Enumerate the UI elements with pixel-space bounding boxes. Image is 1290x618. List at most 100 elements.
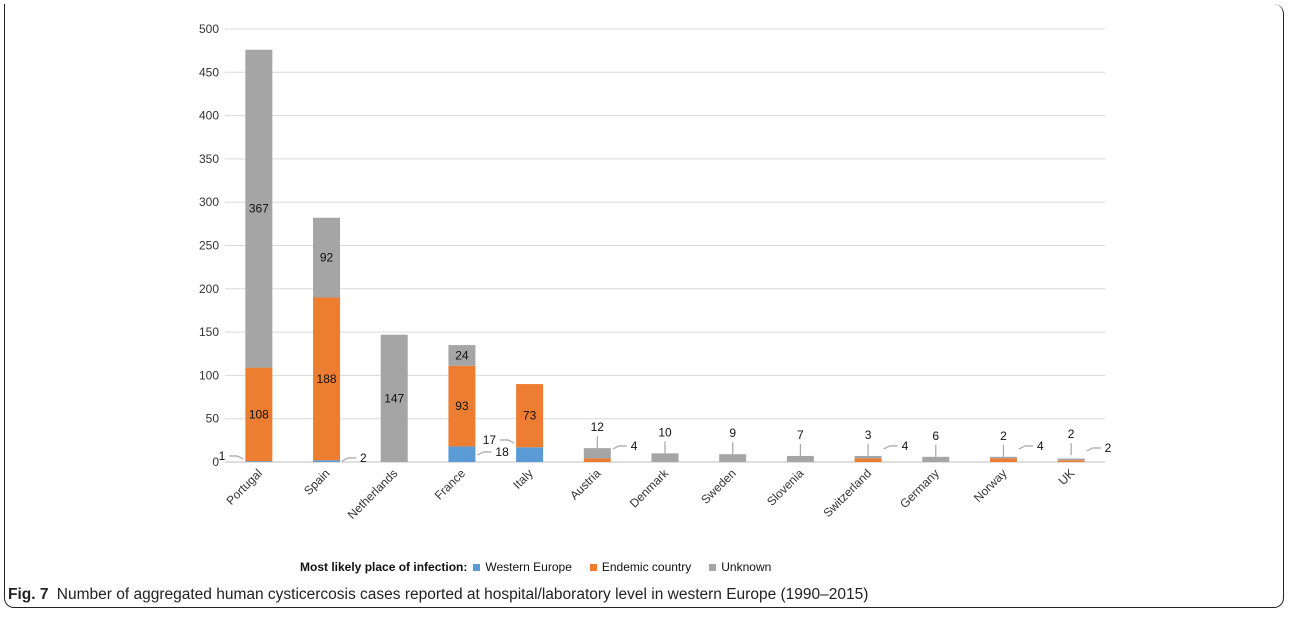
data-label: 2: [1105, 441, 1112, 455]
bar-segment: [1057, 458, 1085, 461]
leader-line: [883, 445, 898, 450]
data-label: 92: [320, 251, 334, 265]
data-label: 3: [865, 428, 872, 442]
y-tick-label: 250: [199, 239, 219, 253]
leader-line: [612, 445, 627, 450]
leader-line: [477, 451, 492, 456]
y-tick-label: 450: [199, 65, 219, 79]
bar-segment: [854, 458, 882, 462]
bar-segment: [583, 448, 611, 459]
data-label: 17: [483, 433, 497, 447]
data-label: 73: [523, 409, 537, 423]
x-tick-label: Denmark: [627, 466, 672, 511]
y-axis: 0 50 100 150 200 250 300 350 400 450 500: [199, 22, 219, 469]
leader-line: [341, 457, 357, 462]
data-label: 12: [591, 420, 605, 434]
data-label: 147: [384, 391, 404, 405]
legend-label: Unknown: [721, 560, 772, 574]
bar-segment: [922, 456, 950, 462]
data-label: 2: [1000, 429, 1007, 443]
bar-segment: [516, 384, 544, 448]
y-tick-label: 400: [199, 109, 219, 123]
x-tick-label: Portugal: [223, 466, 265, 508]
figure-label: Fig. 7: [8, 586, 49, 603]
bar-segment: [786, 455, 814, 462]
x-tick-label: Italy: [510, 466, 535, 491]
bar-segment: [989, 456, 1017, 459]
data-label: 2: [1068, 427, 1075, 441]
legend-entry-western-europe: Western Europe: [473, 560, 572, 574]
y-tick-label: 0: [212, 455, 219, 469]
data-label: 9: [729, 426, 736, 440]
data-label: 1: [219, 449, 226, 463]
legend-swatch: [709, 563, 717, 571]
bar-segment: [245, 367, 273, 462]
x-axis: Portugal Spain Netherlands France Italy Austr…: [223, 466, 1077, 522]
figure-caption: Fig. 7 Number of aggregated human cystic…: [8, 586, 868, 604]
bar-segment: [583, 458, 611, 462]
x-tick-label: Austria: [567, 466, 604, 503]
x-tick-label: Switzerland: [820, 466, 874, 520]
figure-frame: [4, 4, 1284, 608]
bar-segment: [448, 365, 476, 447]
bar-segment: [448, 446, 476, 462]
bar-segment: [989, 458, 1017, 462]
legend-label: Western Europe: [485, 560, 572, 574]
bar-segment: [313, 297, 341, 461]
data-label: 93: [455, 399, 469, 413]
caption-text: Number of aggregated human cysticercosis…: [56, 586, 869, 603]
x-tick-label: France: [432, 466, 469, 503]
legend: Most likely place of infection: Western …: [300, 560, 789, 574]
x-tick-label: Slovenia: [764, 466, 807, 509]
data-label: 2: [360, 451, 367, 465]
legend-entry-endemic-country: Endemic country: [589, 560, 692, 574]
data-label: 24: [455, 348, 469, 362]
x-tick-label: Sweden: [698, 466, 739, 507]
bar-segment: [516, 447, 544, 462]
bar-segment: [245, 461, 273, 462]
bars: [245, 49, 1085, 462]
legend-swatch: [589, 563, 597, 571]
y-tick-label: 100: [199, 368, 219, 382]
data-label: 4: [1037, 439, 1044, 453]
x-tick-label: Norway: [971, 466, 1010, 505]
leader-line: [1018, 445, 1033, 450]
data-label: 108: [249, 407, 269, 421]
legend-swatch: [473, 563, 481, 571]
data-label: 6: [932, 429, 939, 443]
data-label: 18: [495, 445, 509, 459]
bar-segment: [651, 453, 679, 462]
bar-segment: [854, 455, 882, 459]
x-tick-label: Germany: [897, 466, 942, 511]
legend-label: Endemic country: [601, 560, 692, 574]
data-label: 367: [249, 202, 269, 216]
data-label: 10: [658, 425, 672, 439]
legend-title: Most likely place of infection:: [300, 560, 468, 574]
leader-line: [1086, 447, 1101, 452]
x-tick-label: UK: [1056, 466, 1078, 488]
y-tick-label: 50: [206, 412, 220, 426]
bar-segment: [448, 345, 476, 366]
bar-segment: [313, 460, 341, 462]
leader-line: [229, 455, 244, 460]
legend-entry-unknown: Unknown: [709, 560, 771, 574]
bar-segment: [1057, 460, 1085, 462]
y-tick-label: 500: [199, 22, 219, 36]
y-tick-label: 150: [199, 325, 219, 339]
y-tick-label: 200: [199, 282, 219, 296]
x-tick-label: Spain: [301, 466, 333, 498]
gridlines: [225, 28, 1105, 463]
bar-segment: [380, 334, 408, 462]
data-label: 4: [631, 439, 638, 453]
bar-segment: [719, 454, 747, 462]
bar-segment: [245, 49, 273, 368]
data-label: 4: [902, 439, 909, 453]
y-tick-label: 300: [199, 195, 219, 209]
data-label: 7: [797, 428, 804, 442]
leader-line: [500, 439, 515, 444]
y-tick-label: 350: [199, 152, 219, 166]
x-tick-label: Netherlands: [345, 466, 401, 522]
bar-segment: [313, 217, 341, 298]
